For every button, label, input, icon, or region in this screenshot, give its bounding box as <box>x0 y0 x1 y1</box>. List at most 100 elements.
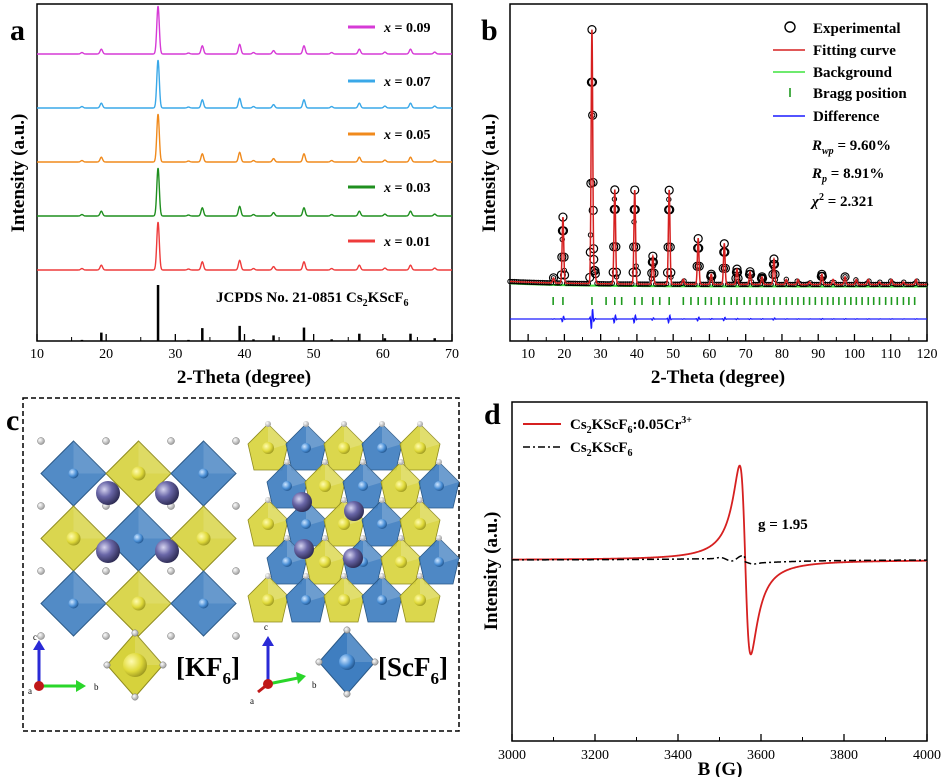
sc-atom <box>68 468 79 479</box>
k-atom <box>395 556 407 568</box>
x-tick-label: 20 <box>99 347 113 362</box>
f-atom <box>103 661 111 669</box>
axis2-c-head <box>262 636 274 646</box>
epr-sample-curve <box>512 464 927 656</box>
sc-atom <box>301 443 311 453</box>
f-atom <box>371 658 379 666</box>
stat-rwp: Rwp = 9.60% <box>811 138 891 157</box>
k-atom <box>319 556 331 568</box>
panel-a-ylabel: Intensity (a.u.) <box>8 114 29 233</box>
f-atom <box>379 421 385 427</box>
cs-atom <box>343 548 363 568</box>
f-atom <box>379 573 385 579</box>
f-atom <box>436 535 442 541</box>
sc-atom <box>434 481 444 491</box>
legend-epr-host-label: Cs2KScF6 <box>570 440 633 459</box>
legend-background-label: Background <box>813 65 893 81</box>
x-tick-label: 80 <box>775 347 789 362</box>
octahedron-facet <box>347 630 375 662</box>
legend-difference-label: Difference <box>813 109 880 125</box>
f-atom <box>167 632 175 640</box>
f-atom <box>167 567 175 575</box>
x-tick-label: 100 <box>844 347 865 362</box>
legend-experimental-marker <box>784 21 796 33</box>
sc-atom <box>358 481 368 491</box>
xrd-curve-007 <box>37 59 452 109</box>
structure-view-2d <box>37 437 240 640</box>
octahedron-facet <box>138 441 171 474</box>
f-atom <box>102 437 110 445</box>
legend-label-009: x = 0.09 <box>383 21 430 36</box>
f-atom <box>398 459 404 465</box>
panel-label-b: b <box>481 14 498 47</box>
x-tick-label: 3600 <box>747 748 775 763</box>
octahedron-facet <box>420 424 440 450</box>
f-atom <box>379 497 385 503</box>
f-atom <box>341 573 347 579</box>
x-tick-label: 4000 <box>913 748 941 763</box>
octahedron-facet <box>382 424 402 450</box>
f-atom <box>232 437 240 445</box>
f-atom <box>265 421 271 427</box>
panel-label-c: c <box>6 404 19 437</box>
sc-atom <box>377 595 387 605</box>
f-atom <box>417 573 423 579</box>
sc-atom <box>198 468 209 479</box>
octahedron-facet <box>363 538 383 564</box>
sc-atom <box>377 519 387 529</box>
stat-chi2: χ2 = 2.321 <box>810 192 874 210</box>
f-atom <box>265 497 271 503</box>
legend-label-005: x = 0.05 <box>383 128 430 143</box>
legend-label-var: x <box>383 21 391 36</box>
axis2-b-arrow <box>267 676 299 686</box>
x-tick-label: 10 <box>521 347 535 362</box>
scf6-octahedron-legend <box>315 626 379 698</box>
panel-d-plot <box>512 464 927 656</box>
octahedron-facet <box>268 500 288 526</box>
legend-label-007: x = 0.07 <box>383 75 430 90</box>
legend-label-value: = 0.03 <box>391 181 430 196</box>
structure-view-3d <box>247 421 460 623</box>
sc-atom <box>198 598 209 609</box>
octahedron-facet <box>420 576 440 602</box>
axes-indicator-2: c a b <box>250 622 317 706</box>
octahedron-facet <box>268 424 288 450</box>
kf6-octahedron-legend <box>103 629 167 701</box>
legend-label-value: = 0.09 <box>391 21 430 36</box>
panel-b-fit-stats: Rwp = 9.60% Rp = 8.91% χ2 = 2.321 <box>810 138 891 210</box>
legend-label-var: x <box>383 235 391 250</box>
f-atom <box>303 573 309 579</box>
x-tick-label: 120 <box>917 347 938 362</box>
xrd-curve-001 <box>37 221 452 271</box>
octahedron-facet <box>439 538 459 564</box>
panel-c-crystal-structure: c a b c a b [KF6] [ScF6] <box>22 397 460 732</box>
k-atom <box>262 442 274 454</box>
octahedron-facet <box>306 500 326 526</box>
cs-atom <box>344 501 364 521</box>
panel-a-reference-label: JCPDS No. 21-0851 Cs2KScF6 <box>216 290 409 309</box>
panel-d-legend: Cs2KScF6:0.05Cr3+ Cs2KScF6 <box>523 415 692 459</box>
k-atom <box>338 442 350 454</box>
octahedron-facet <box>439 462 459 488</box>
sc-atom <box>68 598 79 609</box>
k-atom <box>131 596 146 611</box>
xrd-curve-005 <box>37 113 452 163</box>
panel-d-x-ticks: 3000 3200 3400 3600 3800 4000 <box>498 734 941 763</box>
x-tick-label: 3800 <box>830 748 858 763</box>
cs-atom <box>294 539 314 559</box>
x-tick-label: 10 <box>30 347 44 362</box>
sc-atom <box>434 557 444 567</box>
x-tick-label: 60 <box>376 347 390 362</box>
panel-a-xlabel: 2-Theta (degree) <box>177 367 311 388</box>
x-tick-label: 20 <box>557 347 571 362</box>
axis-b-head <box>76 680 86 692</box>
f-atom <box>341 497 347 503</box>
octahedron-facet <box>138 571 171 604</box>
sc-atom <box>301 519 311 529</box>
axis-a-label: a <box>28 686 32 696</box>
f-atom <box>102 567 110 575</box>
axis2-c-label: c <box>264 622 268 632</box>
panel-b-frame <box>509 3 928 342</box>
octahedron-facet <box>325 538 345 564</box>
panel-a-curves <box>37 5 452 341</box>
